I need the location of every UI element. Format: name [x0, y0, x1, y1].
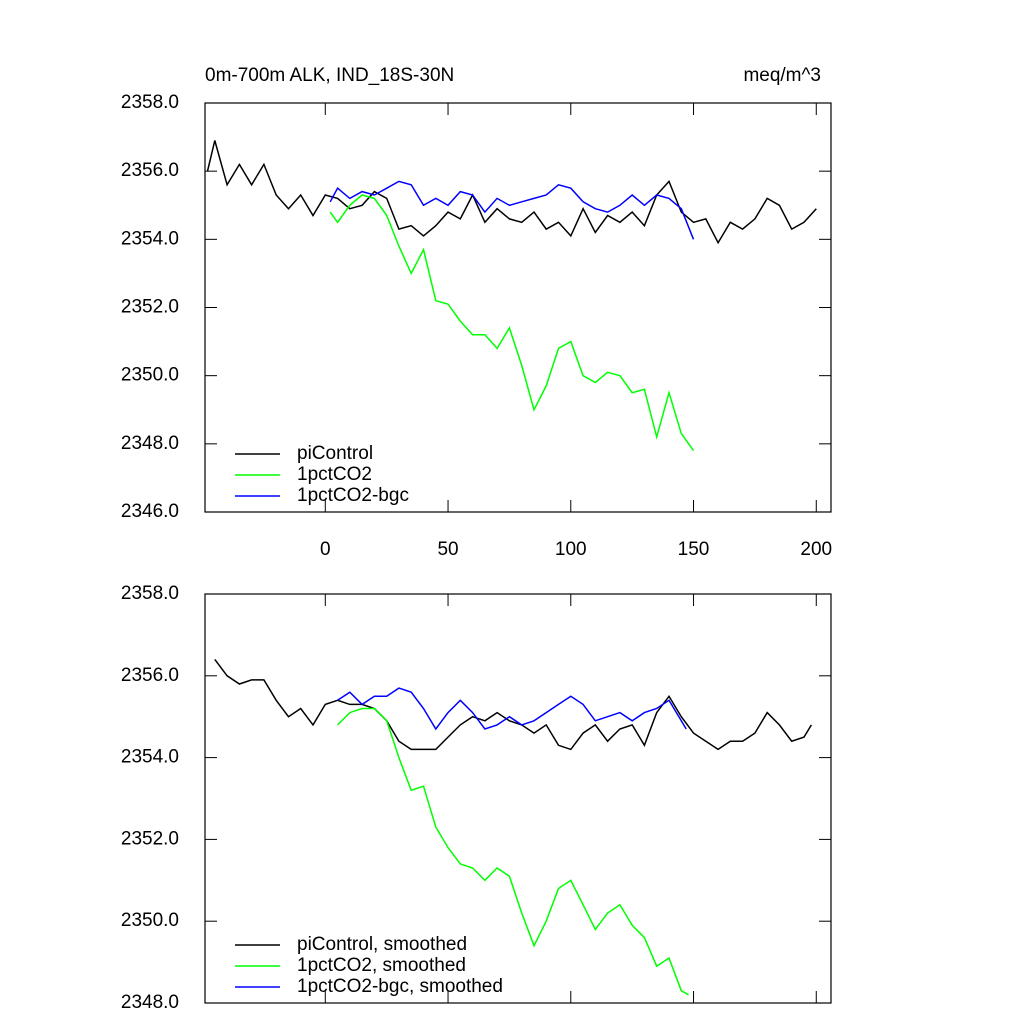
- y-tick-label: 2348.0: [121, 992, 179, 1013]
- data-line: [337, 687, 687, 731]
- y-tick-label: 2350.0: [121, 365, 179, 386]
- y-tick-label: 2356.0: [121, 160, 179, 181]
- x-tick-label: 50: [437, 539, 458, 560]
- legend-label: piControl: [297, 443, 373, 464]
- x-tick-label: 150: [678, 539, 710, 560]
- data-line: [214, 658, 813, 751]
- chart-title: 0m-700m ALK, IND_18S-30N: [205, 65, 454, 86]
- y-tick-label: 2346.0: [121, 501, 179, 522]
- y-tick-label: 2352.0: [121, 297, 179, 318]
- legend-label: 1pctCO2: [297, 464, 372, 485]
- legend-label: piControl, smoothed: [297, 934, 467, 955]
- x-tick-label: 100: [555, 539, 587, 560]
- y-tick-label: 2350.0: [121, 910, 179, 931]
- data-line: [329, 194, 695, 452]
- legend-label: 1pctCO2-bgc, smoothed: [297, 976, 503, 997]
- data-line: [329, 180, 695, 240]
- y-tick-label: 2354.0: [121, 228, 179, 249]
- y-tick-label: 2358.0: [121, 92, 179, 113]
- y-tick-label: 2354.0: [121, 747, 179, 768]
- y-tick-label: 2348.0: [121, 433, 179, 454]
- units-label: meq/m^3: [743, 65, 821, 86]
- plot-frame: [204, 593, 832, 1004]
- data-line: [337, 707, 689, 996]
- y-tick-label: 2356.0: [121, 665, 179, 686]
- legend-label: 1pctCO2-bgc: [297, 485, 409, 506]
- data-line: [206, 140, 817, 245]
- y-tick-label: 2358.0: [121, 583, 179, 604]
- x-tick-label: 0: [320, 539, 331, 560]
- legend-label: 1pctCO2, smoothed: [297, 955, 466, 976]
- y-tick-label: 2352.0: [121, 828, 179, 849]
- x-tick-label: 200: [800, 539, 832, 560]
